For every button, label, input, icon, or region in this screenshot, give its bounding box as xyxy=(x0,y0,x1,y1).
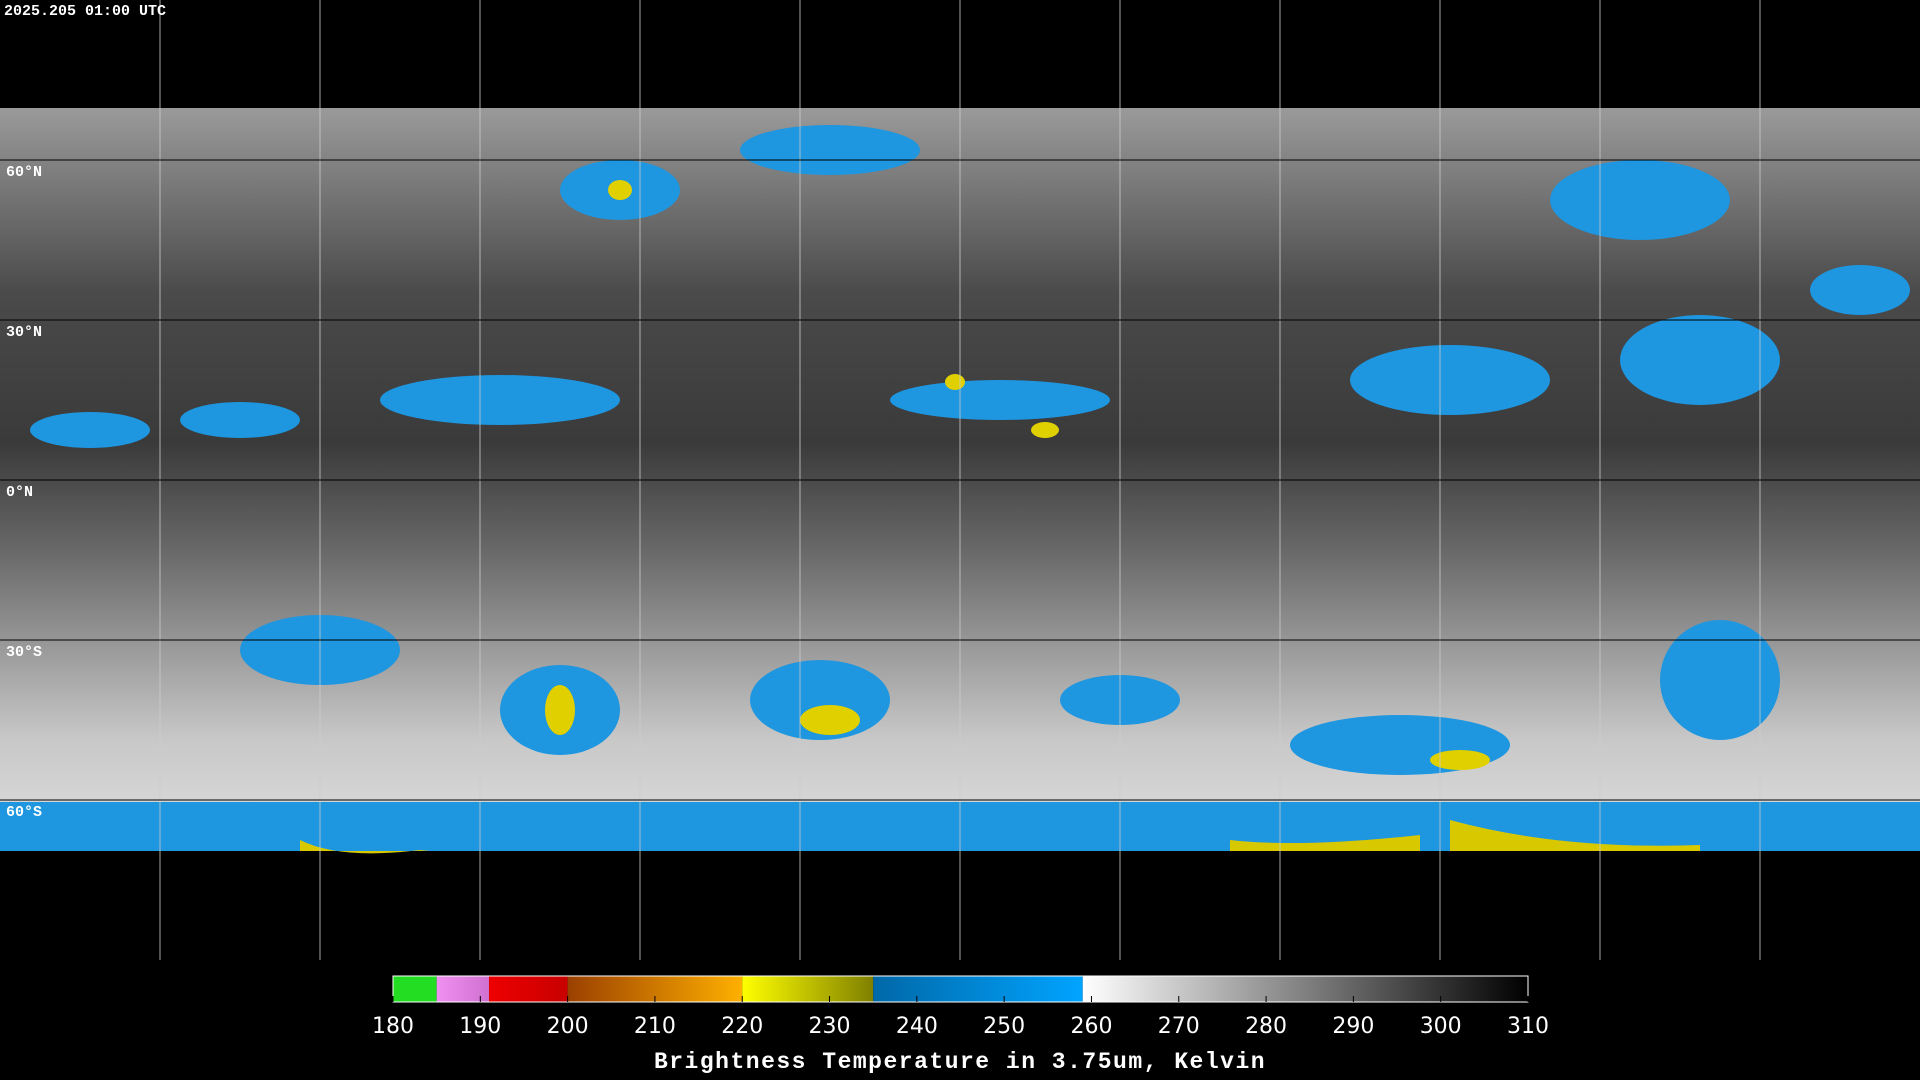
colorbar-tick-label: 310 xyxy=(1507,1014,1549,1039)
colorbar: 180 190 200 210 220 230 240 250 260 270 280 290 300 3… xyxy=(372,975,1549,1039)
colorbar-tick-label: 220 xyxy=(721,1014,763,1039)
colorbar-segment xyxy=(1082,976,1528,1002)
latitude-label: 0°N xyxy=(6,484,33,501)
colorbar-tick-label: 270 xyxy=(1158,1014,1200,1039)
colorbar-frame xyxy=(392,975,1529,1003)
timestamp: 2025.205 01:00 UTC xyxy=(4,3,166,20)
latitude-label: 30°S xyxy=(6,644,42,661)
graticule xyxy=(159,0,1761,960)
latitude-label: 30°N xyxy=(6,324,42,341)
colorbar-tick-label: 290 xyxy=(1332,1014,1374,1039)
colorbar-tick-label: 200 xyxy=(547,1014,589,1039)
colorbar-tick-label: 210 xyxy=(634,1014,676,1039)
colorbar-segment xyxy=(873,976,1083,1002)
latitude-label: 60°S xyxy=(6,804,42,821)
colorbar-segment xyxy=(393,976,437,1002)
colorbar-tick-label: 280 xyxy=(1245,1014,1287,1039)
colorbar-tick-label: 240 xyxy=(896,1014,938,1039)
colorbar-segment xyxy=(742,976,874,1002)
latitude-labels: 60°N 30°N 0°N 30°S 60°S xyxy=(6,164,42,821)
very-cold-cloud-areas xyxy=(545,180,1490,770)
colorbar-tick-label: 250 xyxy=(983,1014,1025,1039)
colorbar-label: Brightness Temperature in 3.75um, Kelvin xyxy=(654,1049,1266,1075)
colorbar-tick-label: 300 xyxy=(1420,1014,1462,1039)
colorbar-segment xyxy=(489,976,568,1002)
colorbar-tick-label: 190 xyxy=(459,1014,501,1039)
colorbar-tick-label: 230 xyxy=(809,1014,851,1039)
colorbar-segment xyxy=(436,976,490,1002)
cold-cloud xyxy=(300,820,1700,854)
colorbar-tick-label: 260 xyxy=(1070,1014,1112,1039)
latitude-label: 60°N xyxy=(6,164,42,181)
colorbar-tick-label: 180 xyxy=(372,1014,414,1039)
